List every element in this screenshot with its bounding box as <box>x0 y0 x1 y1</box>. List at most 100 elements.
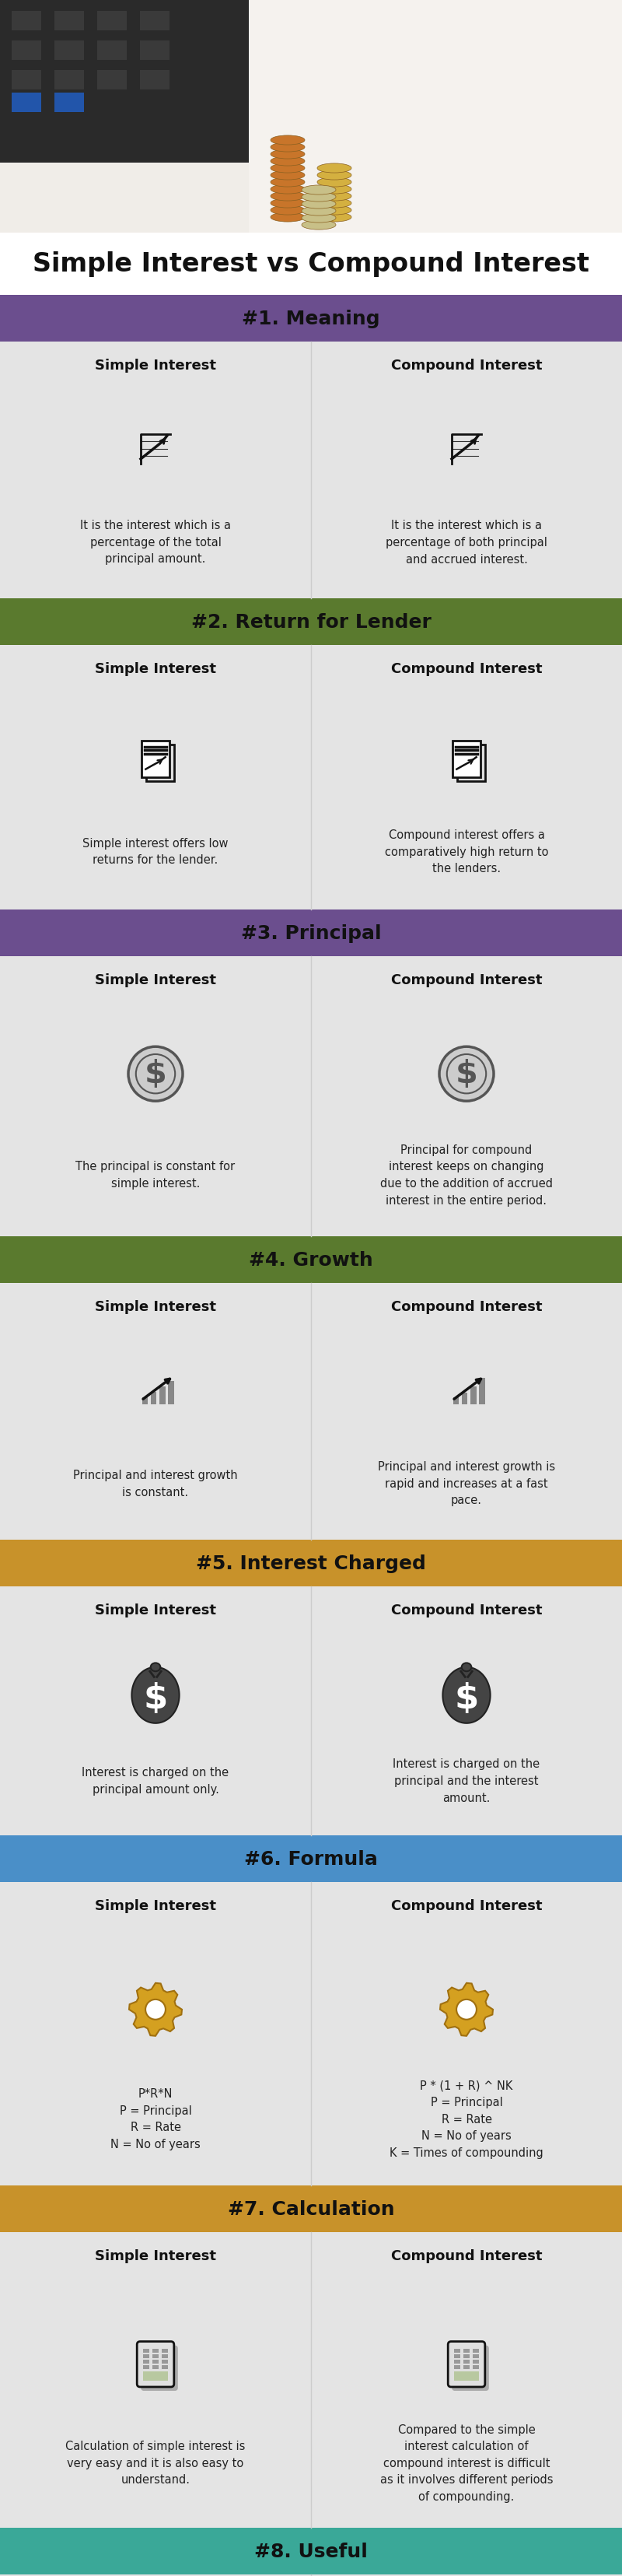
Bar <box>0 234 622 296</box>
Text: #6. Formula: #6. Formula <box>244 1850 378 1868</box>
Bar <box>463 2360 470 2362</box>
Ellipse shape <box>302 193 336 204</box>
Bar <box>12 93 41 113</box>
Text: Compound Interest: Compound Interest <box>391 1899 542 1911</box>
Text: $: $ <box>144 1059 167 1090</box>
Bar <box>463 2354 470 2357</box>
Bar <box>0 1837 622 1883</box>
Text: #3. Principal: #3. Principal <box>241 925 381 943</box>
Bar <box>454 2360 460 2362</box>
Bar <box>454 2354 460 2357</box>
Text: Compound Interest: Compound Interest <box>391 2249 542 2262</box>
Bar <box>152 2360 159 2362</box>
Circle shape <box>128 1046 183 1103</box>
Ellipse shape <box>302 222 336 229</box>
Text: $: $ <box>454 1682 479 1716</box>
Bar <box>143 2354 149 2357</box>
Polygon shape <box>443 1667 490 1723</box>
Polygon shape <box>440 1984 493 2035</box>
Text: The principal is constant for
simple interest.: The principal is constant for simple int… <box>76 1162 235 1190</box>
Ellipse shape <box>271 137 305 144</box>
Bar <box>470 1386 476 1404</box>
Text: #4. Growth: #4. Growth <box>249 1252 373 1270</box>
Bar <box>454 2365 460 2370</box>
Bar <box>97 41 127 62</box>
Text: Simple Interest: Simple Interest <box>95 974 216 987</box>
Bar <box>0 956 622 1236</box>
FancyBboxPatch shape <box>146 744 174 781</box>
Bar <box>0 1236 622 1283</box>
Bar <box>55 41 84 62</box>
Text: #7. Calculation: #7. Calculation <box>228 2200 394 2218</box>
Ellipse shape <box>462 1664 471 1672</box>
Text: Simple interest offers low
returns for the lender.: Simple interest offers low returns for t… <box>83 837 228 866</box>
FancyBboxPatch shape <box>141 2344 178 2391</box>
Text: Compound Interest: Compound Interest <box>391 1602 542 1618</box>
Bar <box>463 2349 470 2352</box>
Bar <box>0 647 622 909</box>
Bar <box>162 2360 168 2362</box>
Bar <box>55 93 84 113</box>
Text: #5. Interest Charged: #5. Interest Charged <box>196 1553 426 1574</box>
Bar <box>454 2349 460 2352</box>
Text: P * (1 + R) ^ NK
P = Principal
R = Rate
N = No of years
K = Times of compounding: P * (1 + R) ^ NK P = Principal R = Rate … <box>389 2079 544 2159</box>
Bar <box>140 13 169 31</box>
Text: Compound Interest: Compound Interest <box>391 974 542 987</box>
Bar <box>479 1378 485 1404</box>
FancyBboxPatch shape <box>452 2344 489 2391</box>
Polygon shape <box>132 1667 179 1723</box>
Text: Simple Interest: Simple Interest <box>95 1602 216 1618</box>
Bar <box>162 2365 168 2370</box>
Ellipse shape <box>317 165 351 173</box>
Ellipse shape <box>271 157 305 167</box>
Bar <box>0 343 622 598</box>
Bar <box>152 2365 159 2370</box>
Ellipse shape <box>271 193 305 201</box>
Ellipse shape <box>317 170 351 180</box>
Text: #8. Useful: #8. Useful <box>254 2543 368 2561</box>
Ellipse shape <box>271 185 305 193</box>
Text: Simple Interest vs Compound Interest: Simple Interest vs Compound Interest <box>33 252 589 278</box>
Ellipse shape <box>317 214 351 222</box>
Bar <box>159 1386 165 1404</box>
Bar <box>97 70 127 90</box>
Circle shape <box>457 1999 476 2020</box>
Bar <box>12 13 41 31</box>
Bar <box>0 1540 622 1587</box>
Bar <box>0 0 249 162</box>
Bar <box>55 13 84 31</box>
Ellipse shape <box>317 185 351 193</box>
Text: $: $ <box>455 1059 478 1090</box>
Bar <box>453 1399 459 1404</box>
FancyBboxPatch shape <box>448 2342 485 2388</box>
Ellipse shape <box>317 193 351 201</box>
Bar <box>0 2233 622 2527</box>
Text: #1. Meaning: #1. Meaning <box>242 309 380 327</box>
Ellipse shape <box>271 149 305 160</box>
Text: Simple Interest: Simple Interest <box>95 1301 216 1314</box>
Ellipse shape <box>317 206 351 216</box>
Text: Principal and interest growth
is constant.: Principal and interest growth is constan… <box>73 1468 238 1497</box>
Bar <box>143 2360 149 2362</box>
Text: Compared to the simple
interest calculation of
compound interest is difficult
as: Compared to the simple interest calculat… <box>380 2424 553 2501</box>
FancyBboxPatch shape <box>457 744 485 781</box>
Ellipse shape <box>271 144 305 152</box>
Ellipse shape <box>271 206 305 216</box>
FancyBboxPatch shape <box>453 742 480 778</box>
Text: Interest is charged on the
principal amount only.: Interest is charged on the principal amo… <box>82 1767 229 1795</box>
FancyBboxPatch shape <box>137 2342 174 2388</box>
Bar <box>162 2349 168 2352</box>
Ellipse shape <box>302 206 336 216</box>
Bar <box>55 70 84 90</box>
Bar <box>0 909 622 956</box>
Bar <box>12 70 41 90</box>
Bar <box>168 1381 174 1404</box>
Bar <box>140 41 169 62</box>
Bar <box>143 2372 168 2380</box>
Bar <box>0 1283 622 1540</box>
Ellipse shape <box>271 178 305 188</box>
Text: It is the interest which is a
percentage of the total
principal amount.: It is the interest which is a percentage… <box>80 520 231 564</box>
Circle shape <box>146 1999 165 2020</box>
Bar <box>12 41 41 62</box>
Bar <box>97 13 127 31</box>
